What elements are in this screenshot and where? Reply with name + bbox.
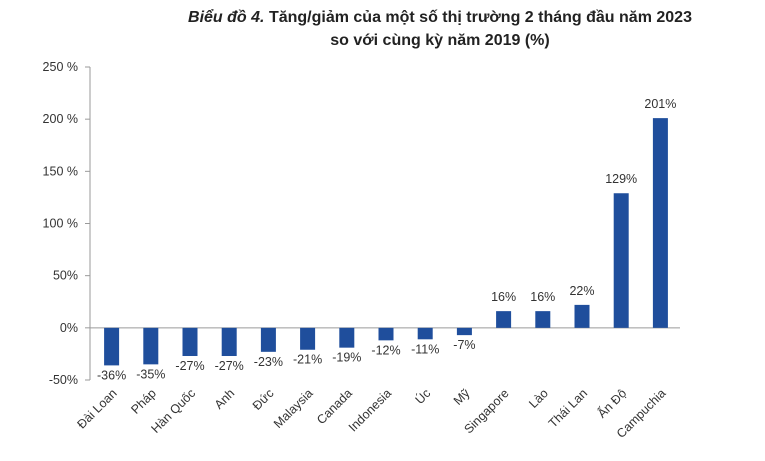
category-label: Pháp [128,386,159,417]
category-label: Đức [250,386,277,413]
chart-title-line2: so với cùng kỳ năm 2019 (%) [330,32,550,49]
data-label: -21% [293,353,322,367]
y-tick-label: 200 % [43,112,78,126]
data-label: 16% [491,290,516,304]
data-label: -27% [215,359,244,373]
y-tick-label: 150 % [43,164,78,178]
category-label: Anh [212,386,238,412]
bar [182,327,198,357]
bar [143,327,159,365]
category-label: Thái Lan [546,386,590,430]
y-tick-label: 50% [53,269,78,283]
bar [378,327,394,341]
category-label: Đài Loan [74,386,119,431]
category-label: Mỹ [451,386,473,408]
bar [300,327,316,350]
chart-title: Biểu đồ 4. Tăng/giảm của một số thị trườ… [120,6,760,52]
bar [417,327,433,340]
data-label: 129% [605,172,637,186]
data-label: 16% [530,290,555,304]
category-label: Lào [526,386,551,411]
bar [613,193,629,328]
bar [496,311,512,328]
data-label: -35% [136,367,165,381]
category-label: Malaysia [271,386,316,431]
bar [339,327,355,348]
category-label: Úc [412,386,433,407]
category-label: Indonesia [346,386,394,434]
data-label: -27% [175,359,204,373]
data-label: -36% [97,368,126,382]
data-label: -19% [332,351,361,365]
y-tick-label: -50% [49,373,78,387]
bar [535,311,551,328]
data-label: -12% [371,343,400,357]
data-label: -23% [254,355,283,369]
bar [574,304,590,328]
data-label: 201% [644,97,676,111]
y-tick-label: 0% [60,321,78,335]
data-label: -7% [453,338,475,352]
chart-title-main: Tăng/giảm của một số thị trường 2 tháng … [268,9,692,26]
chart-title-prefix: Biểu đồ 4. [188,9,265,26]
bar [260,327,276,352]
y-tick-label: 100 % [43,217,78,231]
data-label: 22% [569,284,594,298]
bar [104,327,120,366]
bar [652,118,668,328]
bar [221,327,237,357]
y-tick-label: 250 % [43,60,78,74]
bar [456,327,472,336]
data-label: -11% [411,342,439,356]
category-label: Ấn Độ [594,385,629,420]
